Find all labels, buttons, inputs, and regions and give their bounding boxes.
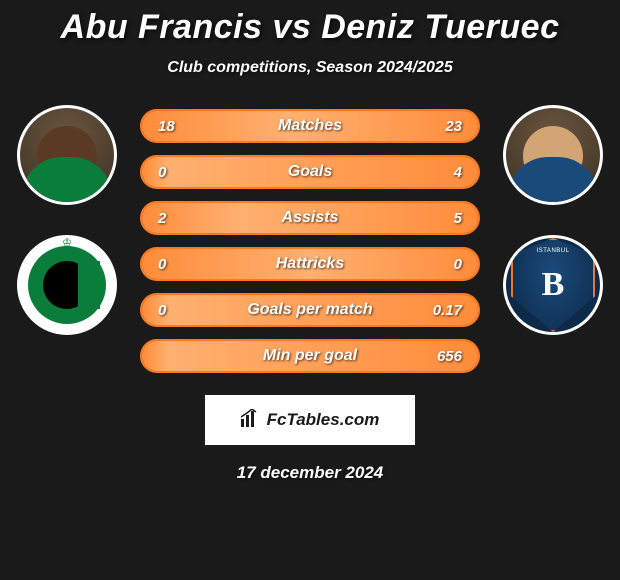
bar-fill-left bbox=[142, 203, 239, 233]
stat-label: Goals bbox=[288, 163, 332, 181]
stat-value-left: 0 bbox=[158, 256, 166, 273]
attribution-text: FcTables.com bbox=[267, 410, 380, 430]
date-text: 17 december 2024 bbox=[237, 463, 384, 483]
chart-icon bbox=[241, 409, 261, 432]
stat-value-right: 23 bbox=[445, 118, 462, 135]
stat-bar: 0 Goals per match 0.17 bbox=[140, 293, 480, 327]
page-title: Abu Francis vs Deniz Tueruec bbox=[61, 8, 560, 47]
bar-fill-right bbox=[239, 203, 478, 233]
shield-text: ISTANBUL bbox=[523, 248, 583, 254]
stat-label: Goals per match bbox=[247, 301, 372, 319]
stat-label: Assists bbox=[282, 209, 339, 227]
avatar-body bbox=[22, 157, 112, 205]
player-left-club-badge: ♔ bbox=[17, 235, 117, 335]
stat-bar: 18 Matches 23 bbox=[140, 109, 480, 143]
shield-letter: B bbox=[542, 266, 565, 304]
stat-value-right: 5 bbox=[454, 210, 462, 227]
shield-icon: ISTANBUL B bbox=[511, 238, 595, 332]
stat-value-left: 0 bbox=[158, 164, 166, 181]
stats-column: 18 Matches 23 0 Goals 4 2 Assists 5 0 Hattricks 0 0 G… bbox=[140, 105, 480, 373]
stat-value-left: 2 bbox=[158, 210, 166, 227]
stat-label: Hattricks bbox=[276, 255, 344, 273]
stat-value-right: 0.17 bbox=[433, 302, 462, 319]
stat-label: Min per goal bbox=[263, 347, 357, 365]
avatar-body bbox=[508, 157, 598, 205]
subtitle: Club competitions, Season 2024/2025 bbox=[167, 59, 452, 77]
left-column: ♔ bbox=[12, 105, 122, 335]
stat-value-right: 0 bbox=[454, 256, 462, 273]
main-row: ♔ 18Matches230Goals42Assists50Hattricks0… bbox=[0, 105, 620, 373]
club-c-icon bbox=[28, 246, 106, 324]
stat-label: Matches bbox=[278, 117, 342, 135]
stat-bar: Min per goal 656 bbox=[140, 339, 480, 373]
stat-bar: 0 Hattricks 0 bbox=[140, 247, 480, 281]
stat-value-left: 0 bbox=[158, 302, 166, 319]
comparison-card: Abu Francis vs Deniz Tueruec Club compet… bbox=[0, 0, 620, 580]
stat-value-right: 656 bbox=[437, 348, 462, 365]
stat-value-right: 4 bbox=[454, 164, 462, 181]
attribution-badge: FcTables.com bbox=[205, 395, 415, 445]
stat-value-left: 18 bbox=[158, 118, 175, 135]
player-right-club-badge: ISTANBUL B bbox=[503, 235, 603, 335]
bar-fill-left bbox=[142, 341, 169, 371]
stat-bar: 0 Goals 4 bbox=[140, 155, 480, 189]
player-left-avatar bbox=[17, 105, 117, 205]
player-right-avatar bbox=[503, 105, 603, 205]
stat-bar: 2 Assists 5 bbox=[140, 201, 480, 235]
right-column: ISTANBUL B bbox=[498, 105, 608, 335]
